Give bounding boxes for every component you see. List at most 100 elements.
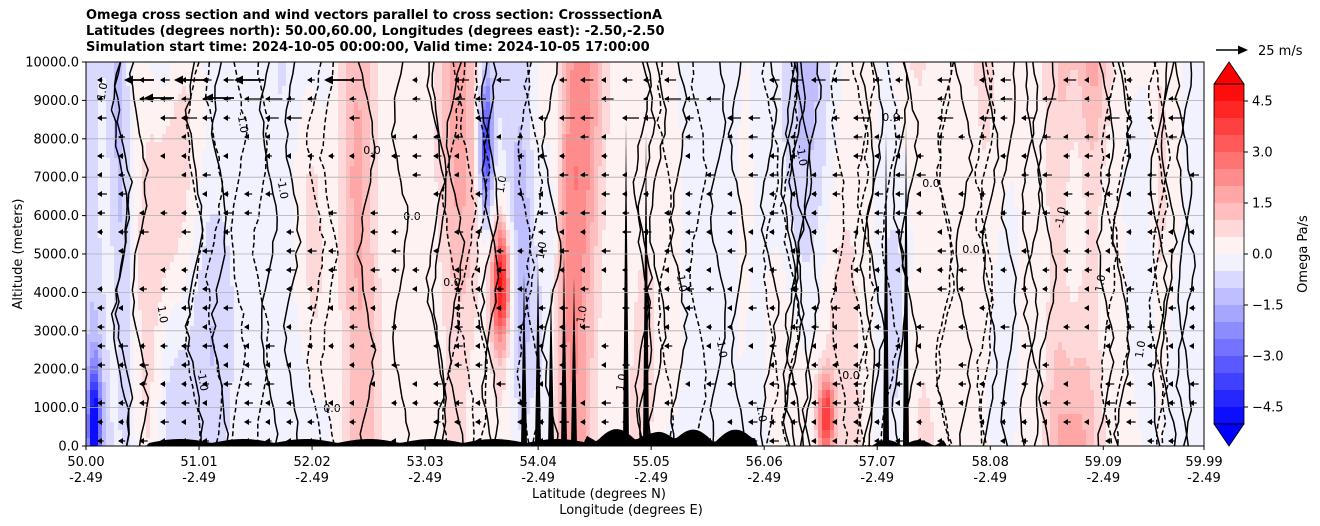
omega-cell — [138, 62, 143, 71]
omega-cell — [598, 182, 603, 191]
omega-cell — [286, 118, 291, 127]
omega-cell — [90, 198, 95, 207]
omega-cell — [102, 126, 107, 135]
omega-cell — [142, 126, 147, 135]
omega-cell — [530, 62, 535, 71]
omega-cell — [210, 182, 215, 191]
omega-cell — [606, 150, 611, 159]
omega-cell — [390, 174, 395, 183]
omega-cell — [850, 198, 855, 207]
omega-cell — [806, 166, 811, 175]
omega-cell — [402, 62, 407, 71]
omega-cell — [654, 198, 659, 207]
omega-cell — [438, 62, 443, 71]
omega-cell — [674, 70, 679, 79]
omega-cell — [378, 94, 383, 103]
omega-cell — [434, 78, 439, 87]
omega-cell — [358, 190, 363, 199]
omega-cell — [990, 150, 995, 159]
omega-cell — [862, 158, 867, 167]
omega-cell — [430, 142, 435, 151]
omega-cell — [318, 166, 323, 175]
omega-cell — [486, 182, 491, 191]
omega-cell — [202, 142, 207, 151]
omega-cell — [994, 102, 999, 111]
omega-cell — [986, 158, 991, 167]
omega-cell — [986, 182, 991, 191]
omega-cell — [206, 118, 211, 127]
omega-cell — [670, 142, 675, 151]
omega-cell — [1062, 182, 1067, 191]
omega-cell — [794, 166, 799, 175]
omega-cell — [1074, 166, 1079, 175]
omega-cell — [866, 198, 871, 207]
omega-cell — [670, 166, 675, 175]
omega-cell — [486, 190, 491, 199]
omega-cell — [278, 70, 283, 79]
omega-cell — [530, 118, 535, 127]
omega-cell — [414, 86, 419, 95]
omega-cell — [358, 158, 363, 167]
omega-cell — [766, 62, 771, 71]
omega-cell — [206, 78, 211, 87]
omega-cell — [754, 142, 759, 151]
omega-cell — [1082, 150, 1087, 159]
omega-cell — [946, 158, 951, 167]
omega-cell — [566, 94, 571, 103]
omega-cell — [1058, 166, 1063, 175]
omega-cell — [374, 158, 379, 167]
omega-cell — [302, 150, 307, 159]
omega-cell — [162, 118, 167, 127]
omega-cell — [310, 190, 315, 199]
omega-cell — [302, 118, 307, 127]
omega-cell — [106, 118, 111, 127]
omega-cell — [522, 94, 527, 103]
omega-cell — [1018, 182, 1023, 191]
omega-cell — [162, 166, 167, 175]
omega-cell — [462, 174, 467, 183]
omega-cell — [310, 174, 315, 183]
omega-cell — [190, 166, 195, 175]
omega-cell — [1094, 158, 1099, 167]
omega-cell — [810, 86, 815, 95]
omega-cell — [166, 174, 171, 183]
omega-cell — [406, 142, 411, 151]
omega-cell — [786, 70, 791, 79]
omega-cell — [802, 110, 807, 119]
omega-cell — [1194, 190, 1199, 199]
omega-cell — [758, 70, 763, 79]
omega-cell — [882, 118, 887, 127]
omega-cell — [586, 110, 591, 119]
omega-cell — [190, 118, 195, 127]
omega-cell — [194, 78, 199, 87]
omega-cell — [766, 118, 771, 127]
omega-cell — [510, 166, 515, 175]
omega-cell — [1166, 142, 1171, 151]
omega-cell — [758, 94, 763, 103]
omega-cell — [470, 158, 475, 167]
omega-cell — [1102, 94, 1107, 103]
omega-cell — [362, 134, 367, 143]
omega-cell — [318, 198, 323, 207]
omega-cell — [1190, 118, 1195, 127]
omega-cell — [434, 70, 439, 79]
omega-cell — [254, 118, 259, 127]
omega-cell — [746, 102, 751, 111]
omega-cell — [566, 134, 571, 143]
omega-cell — [918, 126, 923, 135]
omega-cell — [222, 174, 227, 183]
omega-cell — [470, 142, 475, 151]
omega-cell — [1106, 102, 1111, 111]
omega-cell — [1130, 86, 1135, 95]
omega-cell — [302, 70, 307, 79]
omega-cell — [1054, 174, 1059, 183]
omega-cell — [1198, 86, 1203, 95]
omega-cell — [614, 190, 619, 199]
omega-cell — [834, 134, 839, 143]
omega-cell — [986, 78, 991, 87]
omega-cell — [846, 182, 851, 191]
omega-cell — [894, 174, 899, 183]
omega-cell — [326, 78, 331, 87]
omega-cell — [558, 126, 563, 135]
omega-cell — [234, 182, 239, 191]
